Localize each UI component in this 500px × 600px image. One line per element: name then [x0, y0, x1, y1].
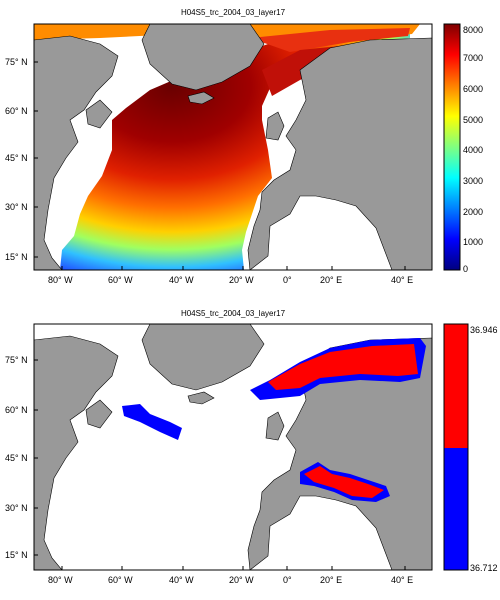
- colorbar-tick-label: 7000: [463, 53, 484, 63]
- british-isles: [265, 111, 285, 141]
- y-tick-label: 75° N: [5, 355, 28, 365]
- land-masses: [34, 24, 432, 270]
- greenland: [141, 24, 265, 91]
- colorbar-tick-label: 4000: [463, 145, 484, 155]
- x-tick-label: 0°: [283, 275, 292, 285]
- x-tick-label: 20° E: [320, 575, 343, 585]
- map-panel-2: [34, 324, 432, 570]
- x-tick-label: 40° E: [391, 275, 414, 285]
- europe-africa: [247, 37, 432, 270]
- binary-field: [122, 338, 426, 502]
- x-tick-label: 20° E: [320, 275, 343, 285]
- x-tick-label: 0°: [283, 575, 292, 585]
- y-tick-label: 60° N: [5, 405, 28, 415]
- tick-marks-1: [34, 61, 406, 270]
- x-tick-label: 80° W: [48, 275, 73, 285]
- map-frame-1: [33, 23, 433, 271]
- newfoundland: [85, 99, 113, 129]
- iceland: [187, 91, 215, 105]
- x-tick-label: 40° E: [391, 575, 414, 585]
- tick-marks-2: [34, 359, 406, 570]
- colorbar-tick-label: 3000: [463, 176, 484, 186]
- x-tick-label: 80° W: [48, 575, 73, 585]
- land-masses: [34, 324, 432, 570]
- x-tick-label: 40° W: [169, 575, 194, 585]
- panel-1-title: H04S5_trc_2004_03_layer17: [180, 8, 286, 17]
- y-tick-label: 30° N: [5, 503, 28, 513]
- colorbar-1: [443, 23, 461, 271]
- colorbar-tick-label: 0: [463, 264, 469, 274]
- colorbar-tick-label: 6000: [463, 84, 484, 94]
- y-tick-label: 15° N: [5, 550, 28, 560]
- colorbar-tick-label: 8000: [463, 25, 484, 35]
- colorbar-tick-label: 5000: [463, 115, 484, 125]
- y-tick-label: 45° N: [5, 453, 28, 463]
- x-tick-label: 60° W: [108, 275, 133, 285]
- y-tick-label: 30° N: [5, 202, 28, 212]
- y-tick-label: 60° N: [5, 106, 28, 116]
- x-tick-label: 20° W: [229, 275, 254, 285]
- x-tick-label: 40° W: [169, 275, 194, 285]
- colorbar-tick-label: 2000: [463, 207, 484, 217]
- y-tick-label: 15° N: [5, 252, 28, 262]
- colorbar-tick-label-top: 36.946: [470, 325, 498, 335]
- north-america: [34, 35, 119, 270]
- x-tick-label: 20° W: [229, 575, 254, 585]
- colorbar-tick-label: 1000: [463, 237, 484, 247]
- colorbar-2: [443, 323, 469, 571]
- map-panel-1: [34, 24, 432, 270]
- map-frame-2: [33, 323, 433, 571]
- y-tick-label: 75° N: [5, 57, 28, 67]
- x-tick-label: 60° W: [108, 575, 133, 585]
- colorbar-tick-label-bottom: 36.712: [470, 563, 498, 573]
- y-tick-label: 45° N: [5, 153, 28, 163]
- panel-2-title: H04S5_trc_2004_03_layer17: [180, 309, 286, 318]
